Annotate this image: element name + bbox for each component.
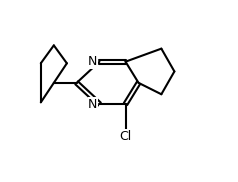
Text: N: N (88, 98, 98, 110)
Text: Cl: Cl (119, 130, 132, 143)
Text: N: N (88, 55, 98, 68)
